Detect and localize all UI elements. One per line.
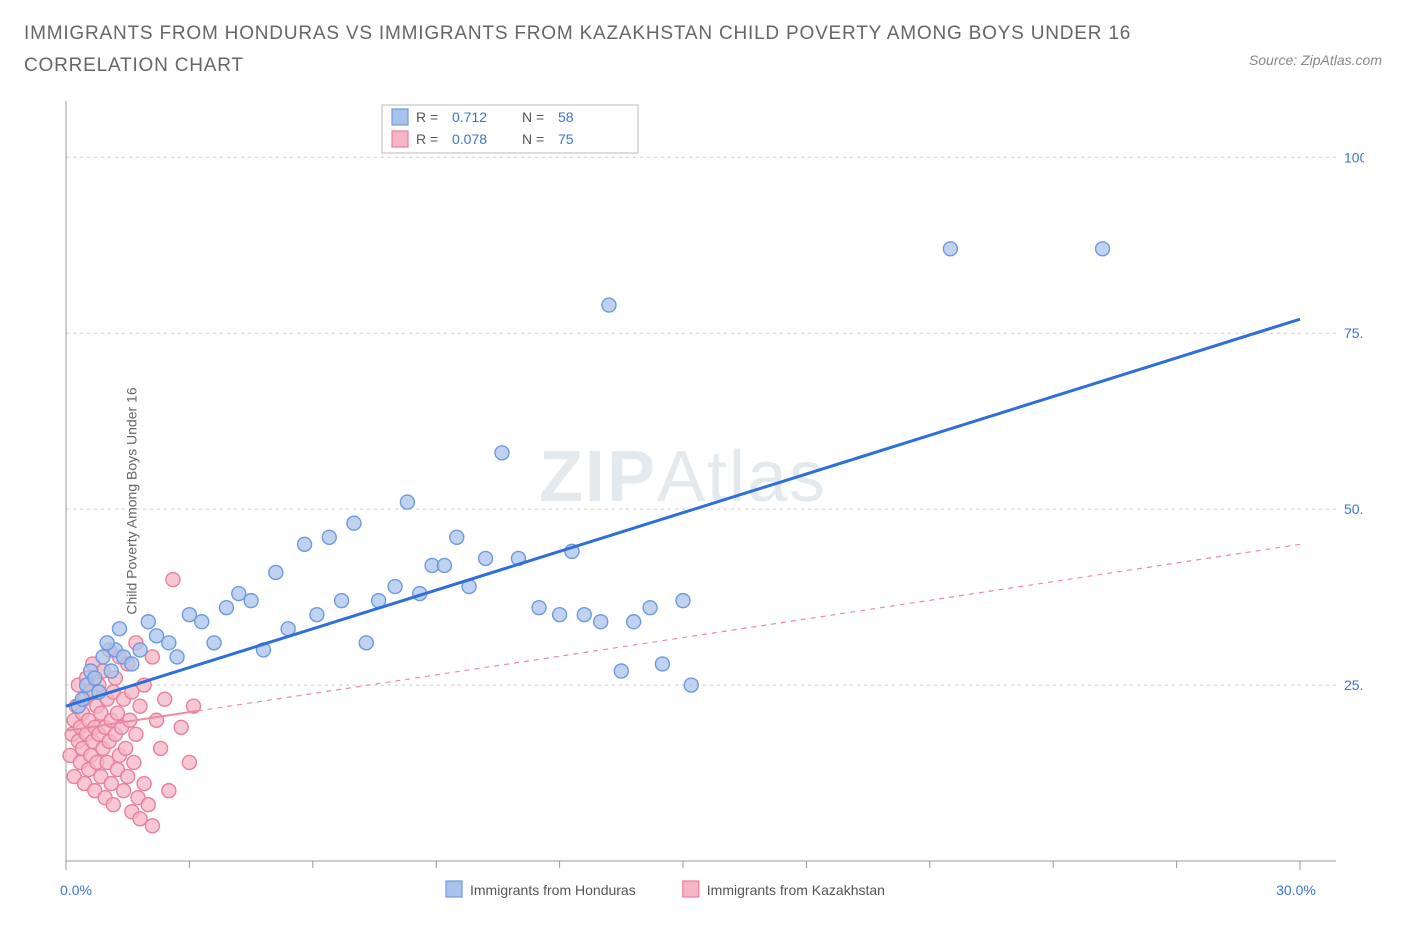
data-point — [347, 516, 361, 530]
data-point — [388, 579, 402, 593]
y-tick-label: 75.0% — [1344, 325, 1364, 341]
data-point — [298, 537, 312, 551]
data-point — [170, 650, 184, 664]
correlation-scatter-chart: ZIPAtlas 25.0% 50.0% 75.0% 100.0% 0.0% 30.0% R … — [24, 91, 1364, 911]
data-point — [106, 797, 120, 811]
data-point — [400, 495, 414, 509]
data-point — [133, 642, 147, 656]
y-axis-label: Child Poverty Among Boys Under 16 — [124, 387, 140, 614]
source-name: ZipAtlas.com — [1301, 52, 1382, 68]
x-tick-label: 0.0% — [60, 882, 92, 898]
data-point — [149, 713, 163, 727]
data-point — [359, 635, 373, 649]
bottom-legend-label: Immigrants from Kazakhstan — [707, 882, 885, 898]
y-tick-label: 25.0% — [1344, 677, 1364, 693]
data-point — [119, 741, 133, 755]
data-point — [141, 797, 155, 811]
data-point — [943, 241, 957, 255]
data-point — [88, 671, 102, 685]
legend-swatch — [392, 109, 408, 125]
data-point — [602, 298, 616, 312]
data-point — [145, 818, 159, 832]
data-point — [450, 530, 464, 544]
data-point — [162, 635, 176, 649]
data-point — [127, 755, 141, 769]
data-point — [643, 600, 657, 614]
bottom-legend-swatch — [683, 881, 699, 897]
y-tick-label: 50.0% — [1344, 501, 1364, 517]
source-label: Source: — [1249, 52, 1301, 68]
data-point — [219, 600, 233, 614]
legend-r-value: 0.712 — [452, 109, 487, 125]
data-point — [594, 614, 608, 628]
bottom-legend-label: Immigrants from Honduras — [470, 882, 636, 898]
data-point — [207, 635, 221, 649]
data-point — [110, 706, 124, 720]
data-point — [495, 445, 509, 459]
data-point — [627, 614, 641, 628]
data-point — [129, 727, 143, 741]
data-point — [137, 776, 151, 790]
data-point — [182, 607, 196, 621]
data-point — [532, 600, 546, 614]
legend-n-label: N = — [522, 131, 544, 147]
data-point — [158, 692, 172, 706]
legend-n-label: N = — [522, 109, 544, 125]
data-point — [149, 628, 163, 642]
data-point — [614, 664, 628, 678]
bottom-legend-swatch — [446, 881, 462, 897]
data-point — [162, 783, 176, 797]
legend-n-value: 75 — [558, 131, 574, 147]
data-point — [166, 572, 180, 586]
data-point — [1096, 241, 1110, 255]
data-point — [195, 614, 209, 628]
data-point — [121, 769, 135, 783]
data-point — [335, 593, 349, 607]
data-point — [117, 783, 131, 797]
data-point — [154, 741, 168, 755]
data-point — [310, 607, 324, 621]
trend-line-dashed — [198, 544, 1300, 711]
data-point — [232, 586, 246, 600]
x-tick-label: 30.0% — [1276, 882, 1316, 898]
legend-n-value: 58 — [558, 109, 574, 125]
data-point — [244, 593, 258, 607]
data-point — [322, 530, 336, 544]
data-point — [577, 607, 591, 621]
data-point — [104, 664, 118, 678]
chart-title: IMMIGRANTS FROM HONDURAS VS IMMIGRANTS F… — [24, 18, 1144, 83]
data-point — [437, 558, 451, 572]
data-point — [479, 551, 493, 565]
legend-swatch — [392, 131, 408, 147]
data-point — [684, 678, 698, 692]
data-point — [104, 776, 118, 790]
source-attribution: Source: ZipAtlas.com — [1249, 52, 1382, 68]
data-point — [182, 755, 196, 769]
legend-r-label: R = — [416, 109, 438, 125]
data-point — [141, 614, 155, 628]
watermark: ZIPAtlas — [539, 437, 827, 517]
legend-r-value: 0.078 — [452, 131, 487, 147]
data-point — [655, 657, 669, 671]
trend-line — [66, 319, 1300, 706]
data-point — [112, 621, 126, 635]
data-point — [269, 565, 283, 579]
data-point — [133, 811, 147, 825]
data-point — [145, 650, 159, 664]
y-tick-label: 100.0% — [1344, 149, 1364, 165]
data-point — [553, 607, 567, 621]
data-point — [100, 635, 114, 649]
data-point — [125, 657, 139, 671]
data-point — [174, 720, 188, 734]
data-point — [96, 650, 110, 664]
legend-r-label: R = — [416, 131, 438, 147]
data-point — [133, 699, 147, 713]
data-point — [676, 593, 690, 607]
